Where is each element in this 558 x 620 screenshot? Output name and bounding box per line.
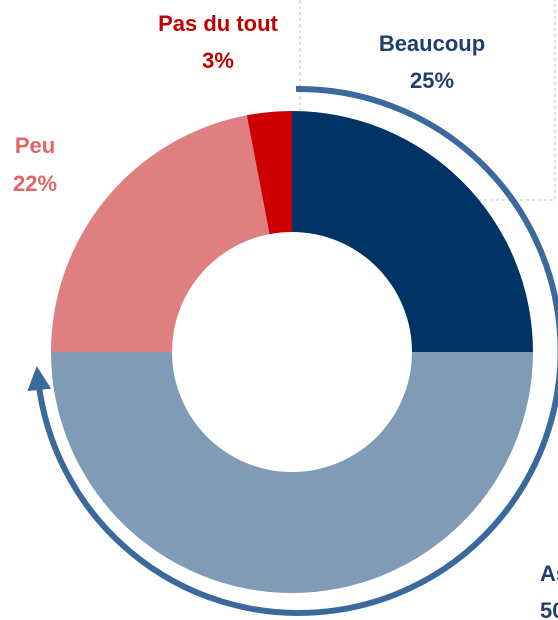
- slice: [51, 352, 533, 593]
- category-label: Beaucoup: [379, 31, 485, 56]
- category-label: Assez: [540, 561, 558, 586]
- category-label: Peu: [15, 133, 55, 158]
- slice: [246, 111, 292, 235]
- slices: [51, 111, 533, 593]
- category-label: Pas du tout: [158, 11, 278, 36]
- labels: Beaucoup 25% Assez 50% Peu 22% Pas du tout 3%: [13, 11, 558, 620]
- value-label: 25%: [410, 68, 454, 93]
- value-label: 3%: [202, 48, 234, 73]
- frame: [299, 0, 556, 201]
- slice: [51, 115, 270, 353]
- cycle-arrow: [27, 85, 558, 616]
- value-label: 22%: [13, 171, 57, 196]
- slice: [292, 111, 533, 352]
- value-label: 50%: [540, 598, 558, 620]
